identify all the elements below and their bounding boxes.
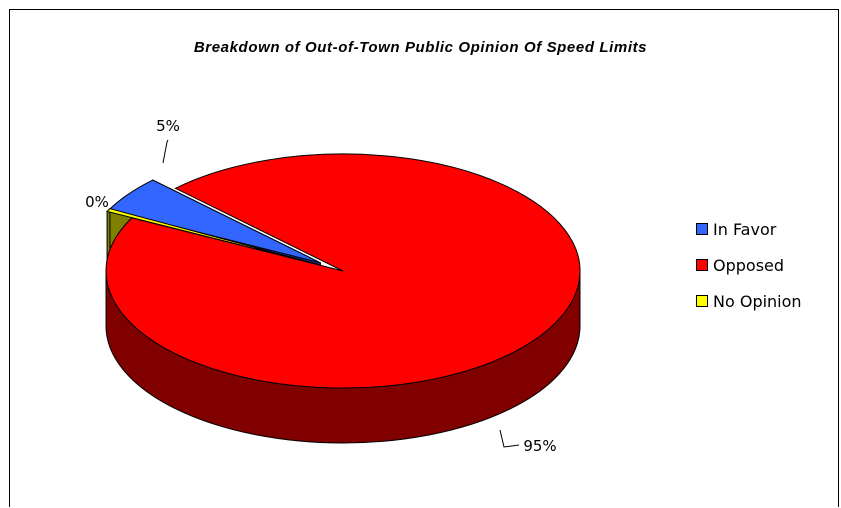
legend: In Favor Opposed No Opinion <box>696 211 802 319</box>
leader-line-opposed <box>499 429 520 448</box>
data-label-no-opinion: 0% <box>85 193 109 211</box>
legend-label-no-opinion: No Opinion <box>713 291 802 311</box>
legend-item-in-favor: In Favor <box>696 211 802 247</box>
leader-line-in-favor <box>162 139 169 164</box>
legend-item-no-opinion: No Opinion <box>696 283 802 319</box>
legend-label-opposed: Opposed <box>713 255 785 275</box>
legend-swatch-in-favor <box>696 223 708 235</box>
chart-title: Breakdown of Out-of-Town Public Opinion … <box>193 39 648 56</box>
data-label-opposed: 95% <box>523 437 556 455</box>
legend-swatch-opposed <box>696 259 708 271</box>
legend-label-in-favor: In Favor <box>713 219 777 239</box>
slice-top-opposed <box>105 153 581 389</box>
legend-swatch-no-opinion <box>696 295 708 307</box>
data-label-in-favor: 5% <box>156 117 180 135</box>
legend-item-opposed: Opposed <box>696 247 802 283</box>
slice-top-no-opinion <box>106 208 319 265</box>
